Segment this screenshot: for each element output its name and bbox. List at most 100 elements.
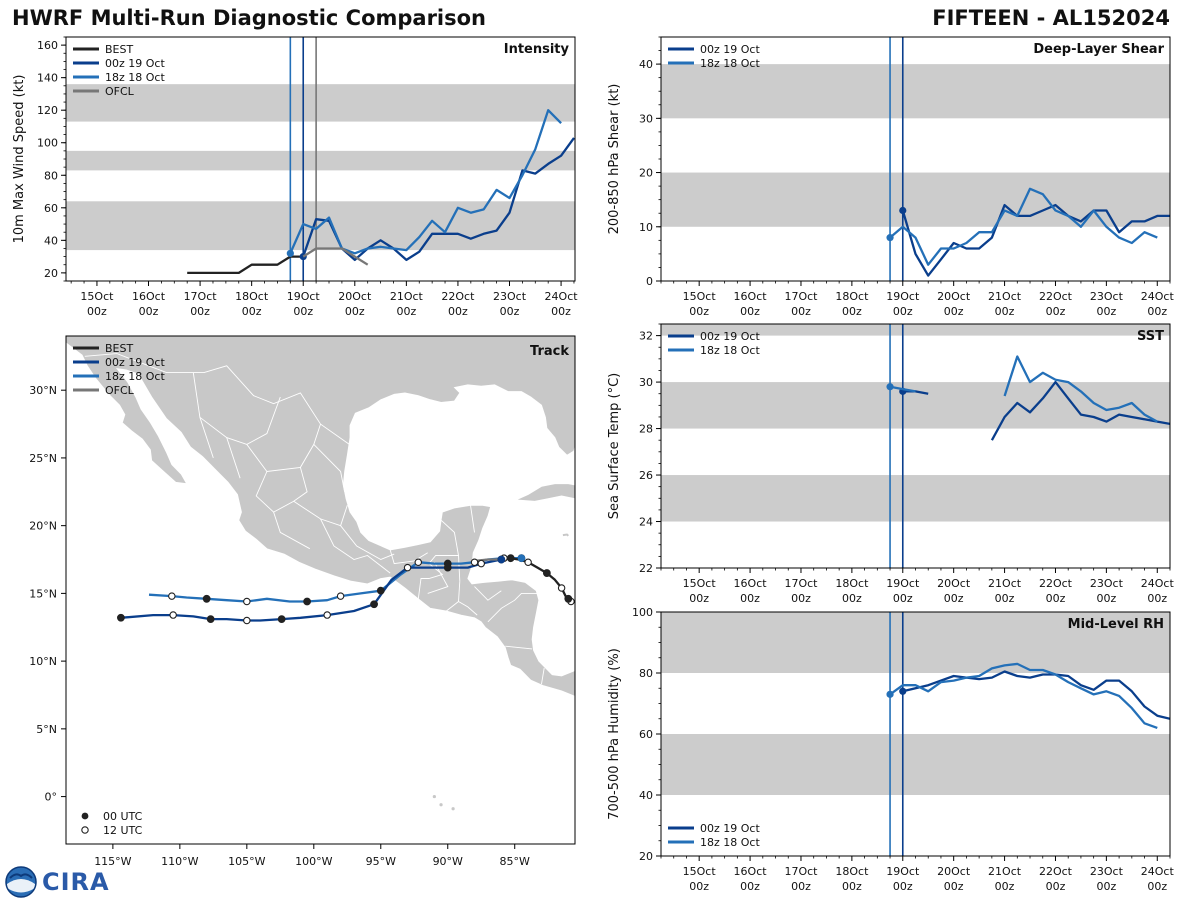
y-axis-label: 200-850 hPa Shear (kt)	[607, 84, 622, 235]
x-tick-label-hour: 00z	[791, 592, 811, 605]
threshold-band	[661, 324, 1170, 336]
x-tick-label-hour: 00z	[1096, 880, 1116, 893]
y-tick-label: 80	[639, 667, 653, 680]
series-line	[289, 109, 562, 255]
track-point-00utc	[542, 569, 551, 577]
legend-label: 00 UTC	[103, 810, 143, 823]
x-tick-label-hour: 00z	[1147, 880, 1167, 893]
track-point-12utc	[524, 558, 532, 566]
track-point-12utc	[403, 563, 412, 572]
x-tick-label-hour: 00z	[1147, 592, 1167, 605]
x-tick-label: 85°W	[500, 855, 530, 868]
political-border	[417, 555, 461, 599]
political-border	[320, 518, 391, 574]
political-border	[389, 549, 428, 565]
y-tick-label: 60	[639, 728, 653, 741]
legend-label: 12 UTC	[103, 824, 143, 837]
y-tick-label: 15°N	[29, 587, 57, 600]
x-tick-label-date: 20Oct	[937, 865, 971, 878]
track-point-00utc	[117, 613, 125, 622]
y-tick-label: 10°N	[29, 655, 57, 668]
threshold-band	[661, 172, 1170, 227]
threshold-band	[66, 150, 575, 171]
track-line	[120, 558, 502, 622]
x-tick-label-date: 21Oct	[988, 865, 1022, 878]
x-tick-label-date: 23Oct	[493, 290, 527, 303]
x-tick-label-hour: 00z	[944, 305, 964, 318]
shear-plot-area	[661, 37, 1170, 281]
legend-marker-12utc	[81, 826, 89, 834]
x-tick-label-date: 20Oct	[338, 290, 372, 303]
x-tick-label-date: 15Oct	[683, 290, 717, 303]
x-tick-label-date: 16Oct	[734, 865, 768, 878]
x-tick-label-date: 19Oct	[886, 577, 920, 590]
track-point-12utc	[243, 597, 251, 606]
legend-label: 18z 18 Oct	[700, 57, 760, 70]
intensity-panel: 20 40 60 80 100 120 140 160 15Oct 00z 16Oct 00z 17Oc…	[12, 36, 578, 318]
shear-panel: 0 10 20 30 40 15Oct 00z 16Oct 00z 17Oct 00z 18Oct 00…	[607, 36, 1174, 318]
x-tick-label-date: 22Oct	[1039, 577, 1073, 590]
political-border	[487, 592, 539, 623]
x-tick-label-date: 17Oct	[184, 290, 218, 303]
track-point-00utc	[506, 554, 515, 563]
x-tick-label-hour: 00z	[689, 305, 709, 318]
rh-panel: 20 40 60 80 100 15Oct 00z 16Oct 00z 17Oct 00z 18Oct…	[607, 606, 1174, 893]
track-point-00utc	[443, 563, 452, 572]
x-tick-label-date: 15Oct	[80, 290, 114, 303]
axes-frame	[65, 335, 576, 845]
x-tick-label-hour: 00z	[893, 592, 913, 605]
political-border	[505, 645, 533, 650]
x-tick-label: 100°W	[295, 855, 332, 868]
y-tick-label: 32	[639, 330, 653, 343]
political-border	[474, 586, 502, 601]
threshold-band	[661, 382, 1170, 429]
x-tick-label-hour: 00z	[944, 880, 964, 893]
x-tick-label-date: 22Oct	[1039, 290, 1073, 303]
y-tick-label: 5°N	[36, 723, 57, 736]
x-tick-label-hour: 00z	[551, 305, 571, 318]
x-tick-label-date: 23Oct	[1090, 290, 1124, 303]
political-border	[340, 525, 395, 560]
x-tick-label-date: 24Oct	[1141, 865, 1175, 878]
galapagos-island	[451, 807, 455, 811]
series-line	[901, 203, 1170, 277]
x-tick-label-hour: 00z	[893, 880, 913, 893]
y-tick-label: 100	[632, 606, 653, 619]
y-tick-label: 40	[639, 789, 653, 802]
legend-label: 00z 19 Oct	[700, 43, 760, 56]
y-tick-label: 26	[639, 469, 653, 482]
political-border	[199, 417, 214, 459]
legend-label: OFCL	[105, 384, 135, 397]
track-point-12utc	[414, 558, 423, 566]
y-tick-label: 20	[639, 850, 653, 863]
series-line	[302, 247, 369, 266]
x-tick-label-hour: 00z	[396, 305, 416, 318]
panel-title: Deep-Layer Shear	[1033, 42, 1164, 57]
legend-label: 00z 19 Oct	[700, 330, 760, 343]
legend-label: 18z 18 Oct	[700, 836, 760, 849]
y-axis-label: Sea Surface Temp (°C)	[607, 373, 622, 520]
y-tick-label: 20	[639, 167, 653, 180]
x-tick-label-hour: 00z	[190, 305, 210, 318]
x-tick-label-hour: 00z	[87, 305, 107, 318]
y-tick-label: 25°N	[29, 452, 57, 465]
political-border	[440, 519, 459, 556]
y-tick-label: 30	[639, 112, 653, 125]
track-line	[474, 558, 502, 563]
y-tick-label: 80	[44, 169, 58, 182]
y-tick-label: 160	[37, 39, 58, 52]
y-axis-label: 10m Max Wind Speed (kt)	[12, 75, 27, 244]
y-tick-label: 30°N	[29, 384, 57, 397]
x-tick-label-hour: 00z	[1046, 592, 1066, 605]
track-point-12utc	[323, 611, 331, 619]
rh-plot-area	[661, 612, 1170, 856]
political-border	[458, 581, 478, 616]
x-tick-label-date: 21Oct	[988, 290, 1022, 303]
x-tick-label-date: 20Oct	[937, 290, 971, 303]
track-point-12utc	[336, 592, 345, 600]
political-border	[84, 353, 352, 447]
x-tick-label: 90°W	[433, 855, 463, 868]
y-axis-label: 700-500 hPa Humidity (%)	[607, 648, 622, 820]
legend-label: BEST	[105, 342, 133, 355]
x-tick-label-hour: 00z	[791, 880, 811, 893]
